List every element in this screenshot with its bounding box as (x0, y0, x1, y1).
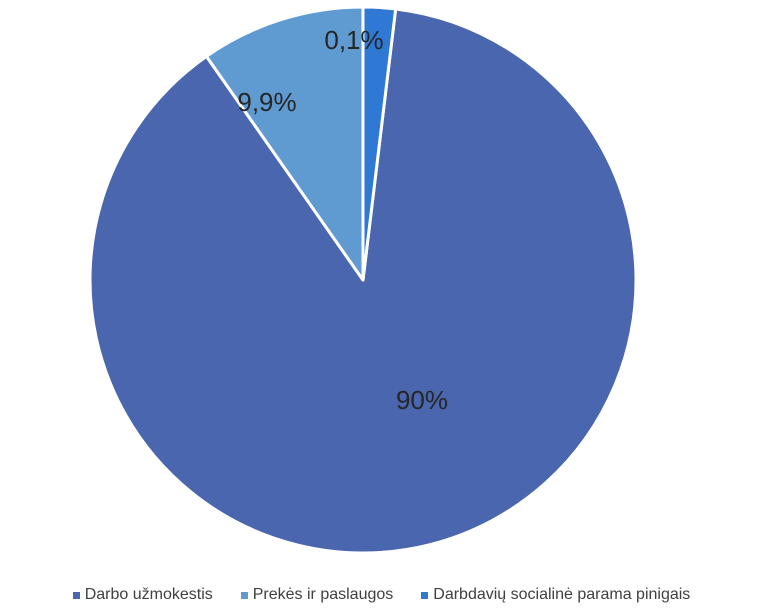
data-label-darbo-uzmokestis: 90% (396, 385, 448, 415)
pie-slice-prekes-ir-paslaugos (204, 5, 365, 282)
pie-slices (88, 5, 638, 555)
legend-swatch (72, 591, 80, 599)
pie-slice-darbdaviu-socialine-parama (361, 5, 398, 282)
legend-item-darbo-uzmokestis: Darbo užmokestis (72, 586, 213, 604)
legend-label: Darbo užmokestis (84, 586, 213, 603)
legend-item-darbdaviu-socialine-parama: Darbdavių socialinė parama pinigais (421, 586, 690, 604)
legend-label: Prekės ir paslaugos (252, 586, 394, 603)
chart-legend: Darbo užmokestis Prekės ir paslaugos Darbd… (0, 586, 763, 604)
pie-data-labels: 90% 9,9% 0,1% (237, 25, 448, 415)
legend-swatch (240, 591, 248, 599)
legend-label: Darbdavių socialinė parama pinigais (433, 586, 691, 603)
legend-item-prekes-ir-paslaugos: Prekės ir paslaugos (240, 586, 394, 604)
legend-swatch (421, 591, 429, 599)
data-label-prekes-ir-paslaugos: 9,9% (237, 87, 296, 117)
data-label-darbdaviu-socialine-parama: 0,1% (324, 25, 383, 55)
